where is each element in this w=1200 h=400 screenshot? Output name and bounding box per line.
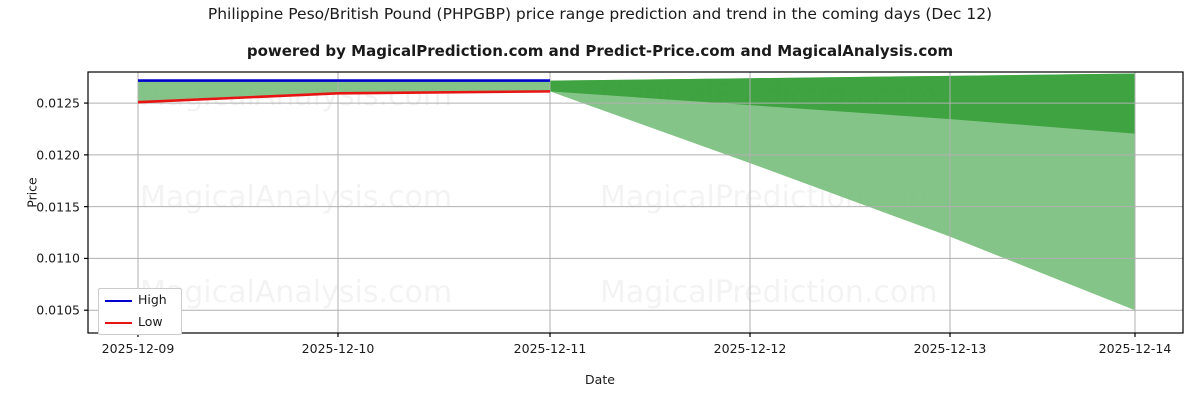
legend-item-high: High — [99, 290, 183, 312]
legend-item-low: Low — [99, 312, 183, 334]
y-tick-label: 0.0110 — [36, 250, 80, 266]
x-tick-label: 2025-12-12 — [713, 341, 787, 356]
x-axis-label: Date — [585, 372, 615, 387]
legend-label-high: High — [138, 292, 167, 307]
y-tick-label: 0.0105 — [36, 302, 80, 318]
chart-title: Philippine Peso/British Pound (PHPGBP) p… — [207, 5, 993, 23]
x-tick-label: 2025-12-10 — [301, 341, 375, 356]
chart-legend: High Low — [98, 288, 182, 335]
chart-subtitle: powered by MagicalPrediction.com and Pre… — [246, 42, 954, 60]
legend-label-low: Low — [138, 314, 163, 329]
legend-swatch-high — [105, 300, 132, 303]
y-tick-label: 0.0125 — [36, 95, 80, 111]
y-tick-label: 0.0120 — [36, 147, 80, 163]
y-tick-label: 0.0115 — [36, 199, 80, 215]
x-tick-label: 2025-12-11 — [513, 341, 587, 356]
x-tick-label: 2025-12-14 — [1098, 341, 1172, 356]
legend-swatch-low — [105, 322, 132, 325]
x-tick-label: 2025-12-09 — [101, 341, 175, 356]
y-axis-label: Price — [24, 177, 40, 208]
x-tick-label: 2025-12-13 — [913, 341, 987, 356]
